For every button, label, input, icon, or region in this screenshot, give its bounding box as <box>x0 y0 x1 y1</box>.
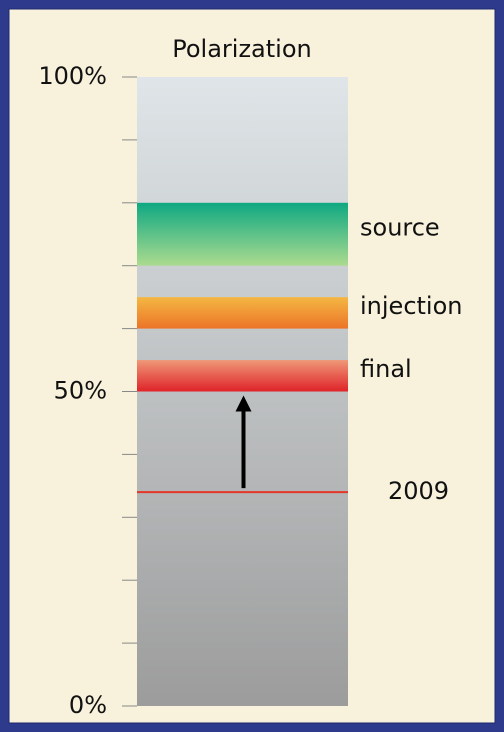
band <box>137 202 348 266</box>
band <box>137 297 348 329</box>
y-tick-label: 0% <box>69 691 107 719</box>
chart-title: Polarization <box>172 35 312 63</box>
band-label: final <box>360 355 412 383</box>
y-tick-label: 50% <box>54 377 107 405</box>
band <box>137 360 348 392</box>
line-label: 2009 <box>388 477 449 505</box>
band-label: source <box>360 213 440 241</box>
band-label: injection <box>360 292 462 320</box>
y-tick-label: 100% <box>38 62 107 90</box>
arrow-head <box>235 395 252 412</box>
